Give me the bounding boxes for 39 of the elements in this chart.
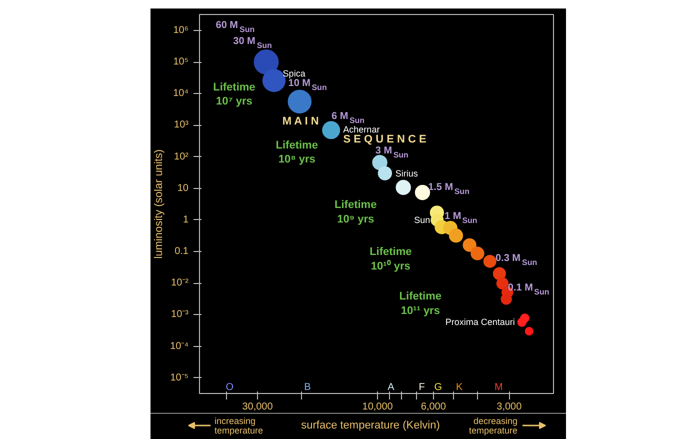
- annotation: S E Q U E N C E: [343, 134, 426, 146]
- annotation: Spica: [282, 68, 306, 78]
- y-tick-label: 10: [177, 182, 189, 194]
- annotation: O: [226, 382, 234, 393]
- y-tick-label: 10⁻⁴: [170, 340, 188, 352]
- annotation: Lifetime 10¹¹ yrs: [399, 290, 442, 317]
- annotation: M: [494, 382, 503, 393]
- y-axis-title: luminosity (solar units): [153, 149, 166, 259]
- annotation: Proxima Centauri: [445, 317, 515, 328]
- y-tick-label: 10⁻⁵: [170, 372, 189, 384]
- x-tick-label: 6,000: [420, 402, 446, 412]
- text: increasing temperature: [214, 416, 264, 436]
- text: decreasing temperature: [468, 416, 518, 436]
- y-tick-label: 10⁶: [173, 24, 189, 36]
- y-tick-label: 0.1: [174, 246, 189, 258]
- annotation: Sun: [414, 214, 430, 225]
- annotation: Lifetime 10⁹ yrs: [334, 199, 377, 226]
- annotation: Achernar: [343, 124, 380, 134]
- annotation: Lifetime 10⁸ yrs: [276, 139, 318, 166]
- annotation: Sirius: [395, 168, 418, 178]
- annotation: M A I N: [282, 115, 319, 128]
- y-tick-label: 10⁻²: [171, 278, 190, 289]
- x-tick-label: 3,000: [496, 402, 522, 412]
- annotation: A: [388, 382, 395, 393]
- y-tick-label: 10⁻³: [171, 309, 190, 320]
- x-tick-label: 10,000: [362, 402, 394, 412]
- annotation: Lifetime 10¹⁰ yrs: [370, 246, 412, 273]
- annotation: Lifetime 10⁷ yrs: [213, 81, 256, 108]
- y-tick-label: 10⁵: [173, 56, 189, 68]
- y-tick-label: 10³: [174, 120, 190, 131]
- annotation: K: [456, 382, 463, 393]
- y-tick-label: 10⁴: [173, 88, 188, 100]
- y-tick-label: 1: [182, 214, 189, 226]
- annotation: F: [418, 382, 425, 393]
- x-tick-label: 30,000: [242, 402, 274, 412]
- annotation: B: [304, 382, 312, 393]
- annotation: G: [434, 382, 442, 393]
- x-axis-title: surface temperature (Kelvin): [301, 420, 440, 432]
- y-tick-label: 10²: [174, 151, 190, 162]
